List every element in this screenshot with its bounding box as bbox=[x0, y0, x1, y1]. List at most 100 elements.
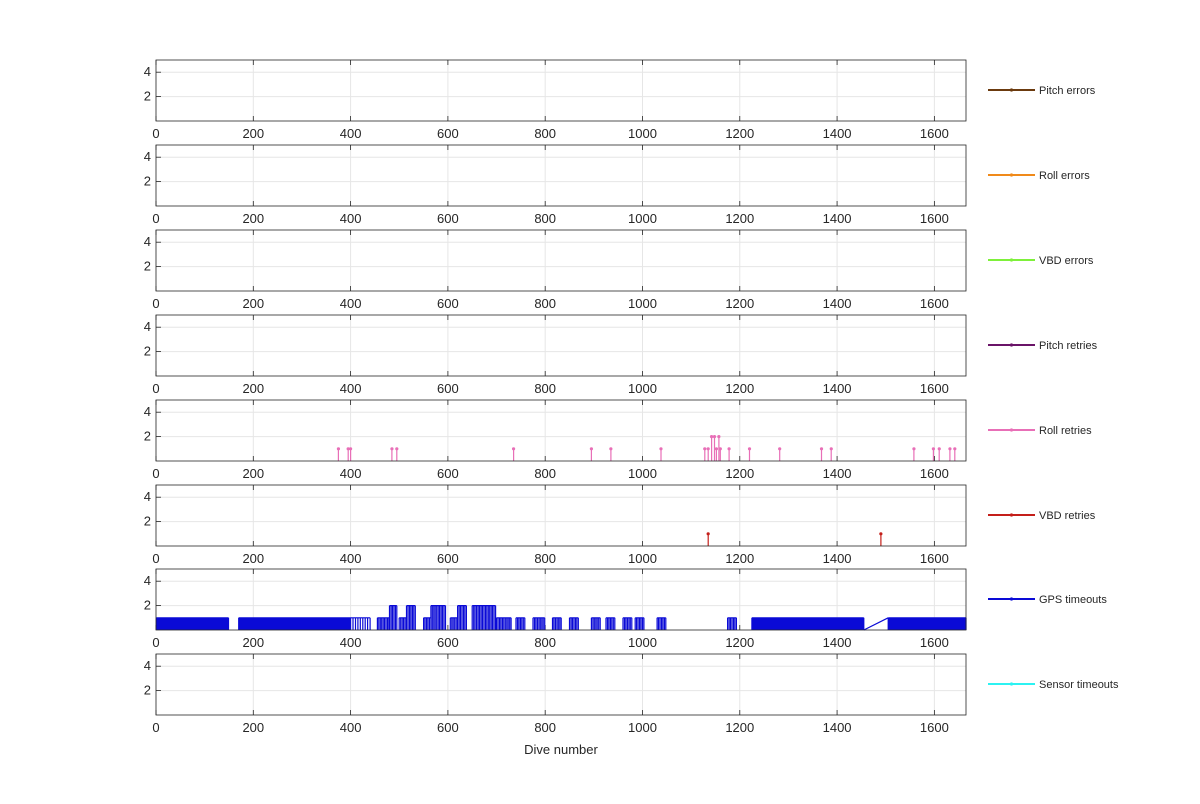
legend-entry: Roll retries bbox=[988, 425, 1092, 437]
axes-background bbox=[156, 485, 966, 546]
data-point bbox=[829, 447, 833, 451]
x-tick-label: 800 bbox=[534, 381, 556, 396]
y-tick-label: 2 bbox=[144, 683, 151, 698]
legend-entry: GPS timeouts bbox=[988, 594, 1107, 606]
x-tick-label: 800 bbox=[534, 296, 556, 311]
legend-marker bbox=[1009, 597, 1014, 601]
x-tick-label: 1600 bbox=[920, 466, 949, 481]
x-tick-label: 400 bbox=[340, 126, 362, 141]
x-tick-label: 0 bbox=[152, 126, 159, 141]
legend-label: Pitch retries bbox=[1039, 340, 1098, 352]
y-tick-label: 2 bbox=[144, 89, 151, 104]
legend-entry: VBD retries bbox=[988, 510, 1096, 522]
data-point bbox=[336, 447, 341, 451]
data-point bbox=[912, 447, 916, 451]
legend-marker bbox=[1009, 428, 1014, 432]
y-tick-label: 2 bbox=[144, 598, 151, 613]
legend-entry: Pitch errors bbox=[988, 85, 1096, 97]
x-tick-label: 0 bbox=[152, 551, 159, 566]
x-tick-label: 1600 bbox=[920, 720, 949, 735]
legend-marker bbox=[1009, 343, 1014, 347]
data-point bbox=[937, 447, 941, 451]
y-tick-label: 2 bbox=[144, 174, 151, 189]
x-tick-label: 400 bbox=[340, 551, 362, 566]
y-tick-label: 4 bbox=[144, 149, 151, 164]
panel-pitch-retries: 2 4 0 200 400 600 800 1000 1200 1400 1600 Pitch ret… bbox=[144, 314, 1098, 396]
legend-entry: Roll errors bbox=[988, 170, 1090, 182]
x-tick-label: 1200 bbox=[725, 720, 754, 735]
x-tick-label: 1000 bbox=[628, 211, 657, 226]
panel-pitch-errors: 2 4 0 200 400 600 800 1000 1200 1400 1600 Pitch err… bbox=[144, 59, 1096, 141]
axes-box bbox=[155, 314, 967, 377]
x-tick-label: 600 bbox=[437, 296, 459, 311]
data-point bbox=[717, 435, 721, 439]
axes-background bbox=[156, 654, 966, 715]
x-tick-label: 200 bbox=[242, 720, 264, 735]
y-tick-label: 4 bbox=[144, 64, 151, 79]
axes-box bbox=[155, 229, 967, 292]
x-tick-label: 1400 bbox=[823, 126, 852, 141]
x-tick-label: 200 bbox=[242, 466, 264, 481]
x-tick-label: 1400 bbox=[823, 381, 852, 396]
data-point bbox=[714, 447, 719, 451]
y-tick-label: 4 bbox=[144, 319, 151, 334]
x-tick-label: 200 bbox=[242, 635, 264, 650]
x-tick-label: 400 bbox=[340, 381, 362, 396]
legend-entry: Sensor timeouts bbox=[988, 679, 1119, 691]
legend-marker bbox=[1009, 513, 1014, 517]
x-tick-label: 0 bbox=[152, 211, 159, 226]
data-point bbox=[346, 447, 350, 451]
y-tick-label: 2 bbox=[144, 344, 151, 359]
x-tick-label: 800 bbox=[534, 466, 556, 481]
x-tick-label: 1400 bbox=[823, 720, 852, 735]
legend-label: Sensor timeouts bbox=[1039, 679, 1119, 691]
legend-marker bbox=[1009, 173, 1014, 177]
axes-background bbox=[156, 315, 966, 376]
data-point bbox=[718, 447, 722, 451]
data-point bbox=[712, 435, 717, 439]
data-point bbox=[709, 435, 714, 439]
data-point bbox=[659, 447, 663, 451]
data-point bbox=[390, 447, 394, 451]
y-tick-label: 4 bbox=[144, 658, 151, 673]
data-point bbox=[706, 532, 710, 536]
axes-background bbox=[156, 145, 966, 206]
x-tick-label: 200 bbox=[242, 211, 264, 226]
x-tick-label: 0 bbox=[152, 466, 159, 481]
x-tick-label: 1200 bbox=[725, 296, 754, 311]
x-tick-label: 0 bbox=[152, 381, 159, 396]
x-tick-label: 1600 bbox=[920, 126, 949, 141]
legend-entry: VBD errors bbox=[988, 255, 1094, 267]
x-tick-label: 800 bbox=[534, 551, 556, 566]
x-tick-label: 1000 bbox=[628, 126, 657, 141]
y-tick-label: 2 bbox=[144, 429, 151, 444]
x-tick-label: 1200 bbox=[725, 126, 754, 141]
axes-background bbox=[156, 230, 966, 291]
x-tick-label: 200 bbox=[242, 296, 264, 311]
legend-label: Roll errors bbox=[1039, 170, 1090, 182]
x-tick-label: 1000 bbox=[628, 635, 657, 650]
x-tick-label: 1600 bbox=[920, 211, 949, 226]
x-tick-label: 400 bbox=[340, 211, 362, 226]
x-tick-label: 600 bbox=[437, 126, 459, 141]
x-tick-label: 600 bbox=[437, 635, 459, 650]
x-tick-label: 1200 bbox=[725, 635, 754, 650]
series-line bbox=[707, 533, 882, 546]
x-tick-label: 1600 bbox=[920, 635, 949, 650]
x-tick-label: 1400 bbox=[823, 551, 852, 566]
x-tick-label: 1000 bbox=[628, 466, 657, 481]
x-tick-label: 0 bbox=[152, 635, 159, 650]
x-tick-label: 1200 bbox=[725, 466, 754, 481]
data-point bbox=[819, 447, 824, 451]
x-tick-label: 1400 bbox=[823, 635, 852, 650]
x-tick-label: 1400 bbox=[823, 211, 852, 226]
legend-label: Roll retries bbox=[1039, 425, 1092, 437]
x-tick-label: 1600 bbox=[920, 381, 949, 396]
y-tick-label: 4 bbox=[144, 489, 151, 504]
x-tick-label: 800 bbox=[534, 635, 556, 650]
panel-roll-errors: 2 4 0 200 400 600 800 1000 1200 1400 1600 Roll erro… bbox=[144, 144, 1090, 226]
panel-gps-timeouts: 2 4 0 200 400 600 800 1000 1200 1400 1600 GPS timeo… bbox=[144, 568, 1107, 650]
data-point bbox=[706, 447, 710, 451]
x-tick-label: 1200 bbox=[725, 211, 754, 226]
